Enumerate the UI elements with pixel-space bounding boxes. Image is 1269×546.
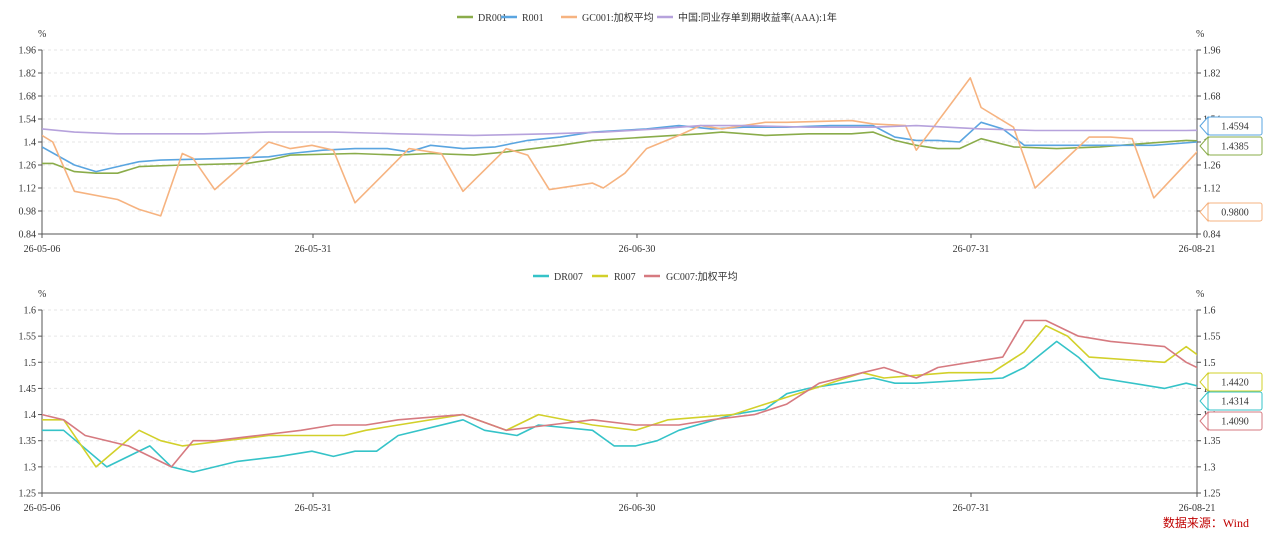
- y-tick-label: 1.12: [19, 184, 37, 195]
- legend-item-gc001[interactable]: GC001:加权平均: [561, 11, 654, 24]
- end-label-gc001: 0.9800: [1200, 203, 1262, 221]
- y-tick-label: 1.26: [19, 161, 37, 172]
- chart-2: 1.61.61.551.551.51.51.451.451.41.41.351.…: [19, 270, 1269, 514]
- y-tick-label: 1.25: [19, 489, 37, 500]
- y-tick-label-right: 1.68: [1203, 92, 1221, 103]
- end-label-gc007: 1.4090: [1200, 412, 1262, 430]
- end-label-text: 1.4090: [1221, 417, 1249, 428]
- y-tick-label-right: 1.6: [1203, 306, 1216, 317]
- legend-label: DR007: [554, 272, 583, 283]
- legend-item-dr007[interactable]: DR007: [533, 272, 583, 283]
- y-tick-label: 1.96: [19, 46, 37, 57]
- y-tick-label: 0.98: [19, 207, 37, 218]
- y-tick-label: 1.3: [24, 462, 37, 473]
- legend-label: 中国:同业存单到期收益率(AAA):1年: [678, 11, 837, 24]
- legend-item-r001[interactable]: R001: [501, 13, 544, 24]
- series-line-dr001: [42, 132, 1269, 173]
- y-tick-label: 1.45: [19, 384, 37, 395]
- y-tick-label: 1.54: [19, 115, 37, 126]
- x-tick-label: 26-07-31: [953, 244, 990, 255]
- y-tick-label-right: 1.5: [1203, 358, 1216, 369]
- end-label-text: 1.4420: [1221, 378, 1249, 389]
- y-tick-label: 1.6: [24, 306, 37, 317]
- y-tick-label-right: 1.26: [1203, 161, 1221, 172]
- x-tick-label: 26-05-06: [24, 244, 61, 255]
- y-tick-label-right: 1.3: [1203, 462, 1216, 473]
- y-tick-label-right: 1.82: [1203, 69, 1221, 80]
- end-label-dr001: 1.4385: [1200, 137, 1262, 155]
- end-label-text: 1.4385: [1221, 142, 1249, 153]
- series-line-r007: [42, 326, 1269, 467]
- series-line-cd1y: [42, 126, 1269, 136]
- x-tick-label: 26-05-31: [295, 503, 332, 514]
- end-label-text: 1.4314: [1221, 397, 1249, 408]
- chart-1: 1.961.961.821.821.681.681.541.541.41.41.…: [19, 11, 1269, 255]
- legend-label: DR001: [478, 13, 507, 24]
- y-tick-label-right: 0.84: [1203, 230, 1221, 241]
- y-tick-label-right: 1.25: [1203, 489, 1221, 500]
- y-tick-label: 1.55: [19, 332, 37, 343]
- end-label-r001: 1.4594: [1200, 117, 1262, 135]
- x-tick-label: 26-08-21: [1179, 503, 1216, 514]
- x-tick-label: 26-05-31: [295, 244, 332, 255]
- legend-label: GC007:加权平均: [666, 270, 738, 283]
- x-tick-label: 26-06-30: [619, 503, 656, 514]
- y-tick-label-right: 1.55: [1203, 332, 1221, 343]
- legend-item-r007[interactable]: R007: [592, 272, 636, 283]
- x-tick-label: 26-08-21: [1179, 244, 1216, 255]
- y-tick-label: 1.4: [24, 410, 37, 421]
- y-unit-left: %: [38, 289, 46, 300]
- y-tick-label: 1.82: [19, 69, 37, 80]
- y-tick-label-right: 1.96: [1203, 46, 1221, 57]
- y-tick-label: 1.35: [19, 436, 37, 447]
- series-line-dr007: [42, 341, 1269, 472]
- legend-item-cd1y[interactable]: 中国:同业存单到期收益率(AAA):1年: [657, 11, 837, 24]
- legend-item-dr001[interactable]: DR001: [457, 13, 507, 24]
- y-tick-label: 1.4: [24, 138, 37, 149]
- y-unit-right: %: [1196, 29, 1204, 40]
- legend-label: R001: [522, 13, 544, 24]
- y-tick-label: 1.68: [19, 92, 37, 103]
- y-unit-right: %: [1196, 289, 1204, 300]
- legend-item-gc007[interactable]: GC007:加权平均: [644, 270, 738, 283]
- end-label-dr007: 1.4314: [1200, 392, 1262, 410]
- end-label-text: 0.9800: [1221, 208, 1249, 219]
- end-label-r007: 1.4420: [1200, 373, 1262, 391]
- x-tick-label: 26-06-30: [619, 244, 656, 255]
- legend-label: GC001:加权平均: [582, 11, 654, 24]
- legend-label: R007: [614, 272, 636, 283]
- y-tick-label: 0.84: [19, 230, 37, 241]
- x-tick-label: 26-05-06: [24, 503, 61, 514]
- data-source-label: 数据来源：Wind: [1163, 514, 1249, 531]
- y-tick-label: 1.5: [24, 358, 37, 369]
- end-label-text: 1.4594: [1221, 122, 1249, 133]
- y-tick-label-right: 1.35: [1203, 436, 1221, 447]
- y-unit-left: %: [38, 29, 46, 40]
- y-tick-label-right: 1.12: [1203, 184, 1221, 195]
- series-line-gc007: [42, 321, 1269, 467]
- x-tick-label: 26-07-31: [953, 503, 990, 514]
